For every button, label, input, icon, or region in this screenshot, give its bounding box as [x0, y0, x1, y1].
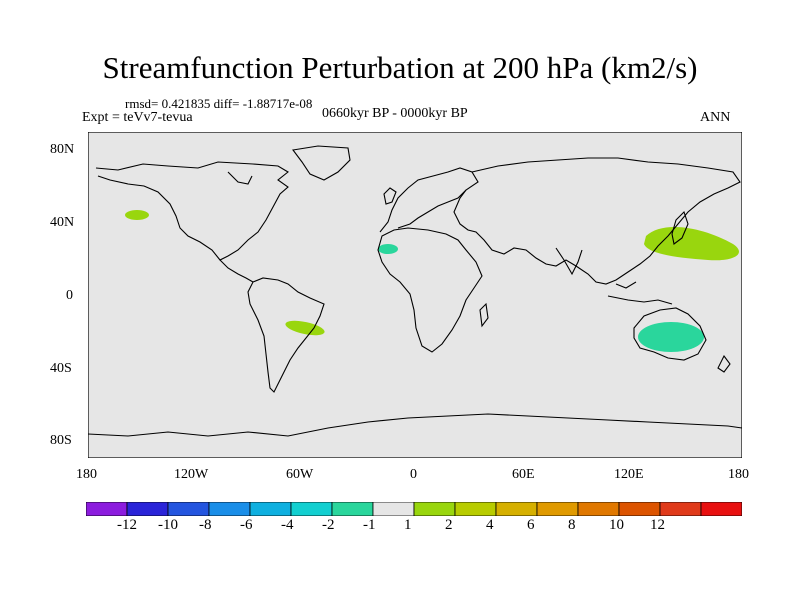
colorbar-swatch	[249, 502, 292, 516]
period-label: 0660kyr BP - 0000kyr BP	[322, 106, 468, 121]
colorbar-label: 6	[527, 517, 535, 533]
colorbar-label: -6	[240, 517, 253, 533]
stats-text: rmsd= 0.421835 diff= -1.88717e-08	[125, 96, 313, 111]
colorbar-swatch	[659, 502, 702, 516]
south-america-anomaly	[285, 320, 325, 336]
lon-tick-60e: 60E	[512, 467, 535, 482]
colorbar-swatch	[495, 502, 538, 516]
colorbar-swatch	[413, 502, 456, 516]
lon-tick-120w: 120W	[174, 467, 209, 482]
lat-tick-40n: 40N	[50, 215, 75, 230]
lat-tick-40s: 40S	[50, 361, 72, 376]
anomaly-regions	[125, 210, 739, 352]
lat-tick-80n: 80N	[50, 142, 75, 157]
colorbar-label: -1	[363, 517, 376, 533]
lat-tick-eq: 0	[66, 288, 73, 303]
world-map	[88, 132, 742, 458]
lon-tick-0: 0	[410, 467, 417, 482]
colorbar-swatch	[208, 502, 251, 516]
colorbar-label: 1	[404, 517, 412, 533]
lon-tick-180w: 180	[76, 467, 97, 482]
coastlines	[88, 145, 742, 437]
australia-anomaly	[638, 322, 704, 352]
colorbar-label: -8	[199, 517, 212, 533]
colorbar-swatch	[167, 502, 210, 516]
colorbar-label: -2	[322, 517, 335, 533]
lon-tick-180e: 180	[728, 467, 749, 482]
lat-tick-80s: 80S	[50, 433, 72, 448]
canary-anomaly	[378, 244, 398, 254]
colorbar-swatch	[536, 502, 579, 516]
colorbar-swatch	[290, 502, 333, 516]
colorbar-swatch	[618, 502, 661, 516]
colorbar-swatch	[577, 502, 620, 516]
colorbar-label: -10	[158, 517, 178, 533]
colorbar-label: -4	[281, 517, 294, 533]
colorbar-swatch	[454, 502, 497, 516]
colorbar-swatch	[372, 502, 415, 516]
colorbar	[86, 502, 742, 516]
northwest-pacific-anomaly	[644, 227, 739, 261]
colorbar-label: 8	[568, 517, 576, 533]
map-background	[88, 132, 742, 458]
lon-tick-120e: 120E	[614, 467, 644, 482]
colorbar-swatch	[331, 502, 374, 516]
experiment-label: Expt = teVv7-tevua	[82, 110, 193, 125]
colorbar-swatch	[86, 502, 128, 516]
lon-tick-60w: 60W	[286, 467, 314, 482]
colorbar-label: 4	[486, 517, 494, 533]
north-pacific-anomaly	[125, 210, 149, 220]
colorbar-label: 2	[445, 517, 453, 533]
season-label: ANN	[700, 110, 731, 125]
colorbar-label: 10	[609, 517, 624, 533]
colorbar-label: -12	[117, 517, 137, 533]
colorbar-swatch	[700, 502, 742, 516]
colorbar-swatch	[126, 502, 169, 516]
colorbar-label: 12	[650, 517, 665, 533]
plot-title: Streamfunction Perturbation at 200 hPa (…	[102, 50, 698, 85]
